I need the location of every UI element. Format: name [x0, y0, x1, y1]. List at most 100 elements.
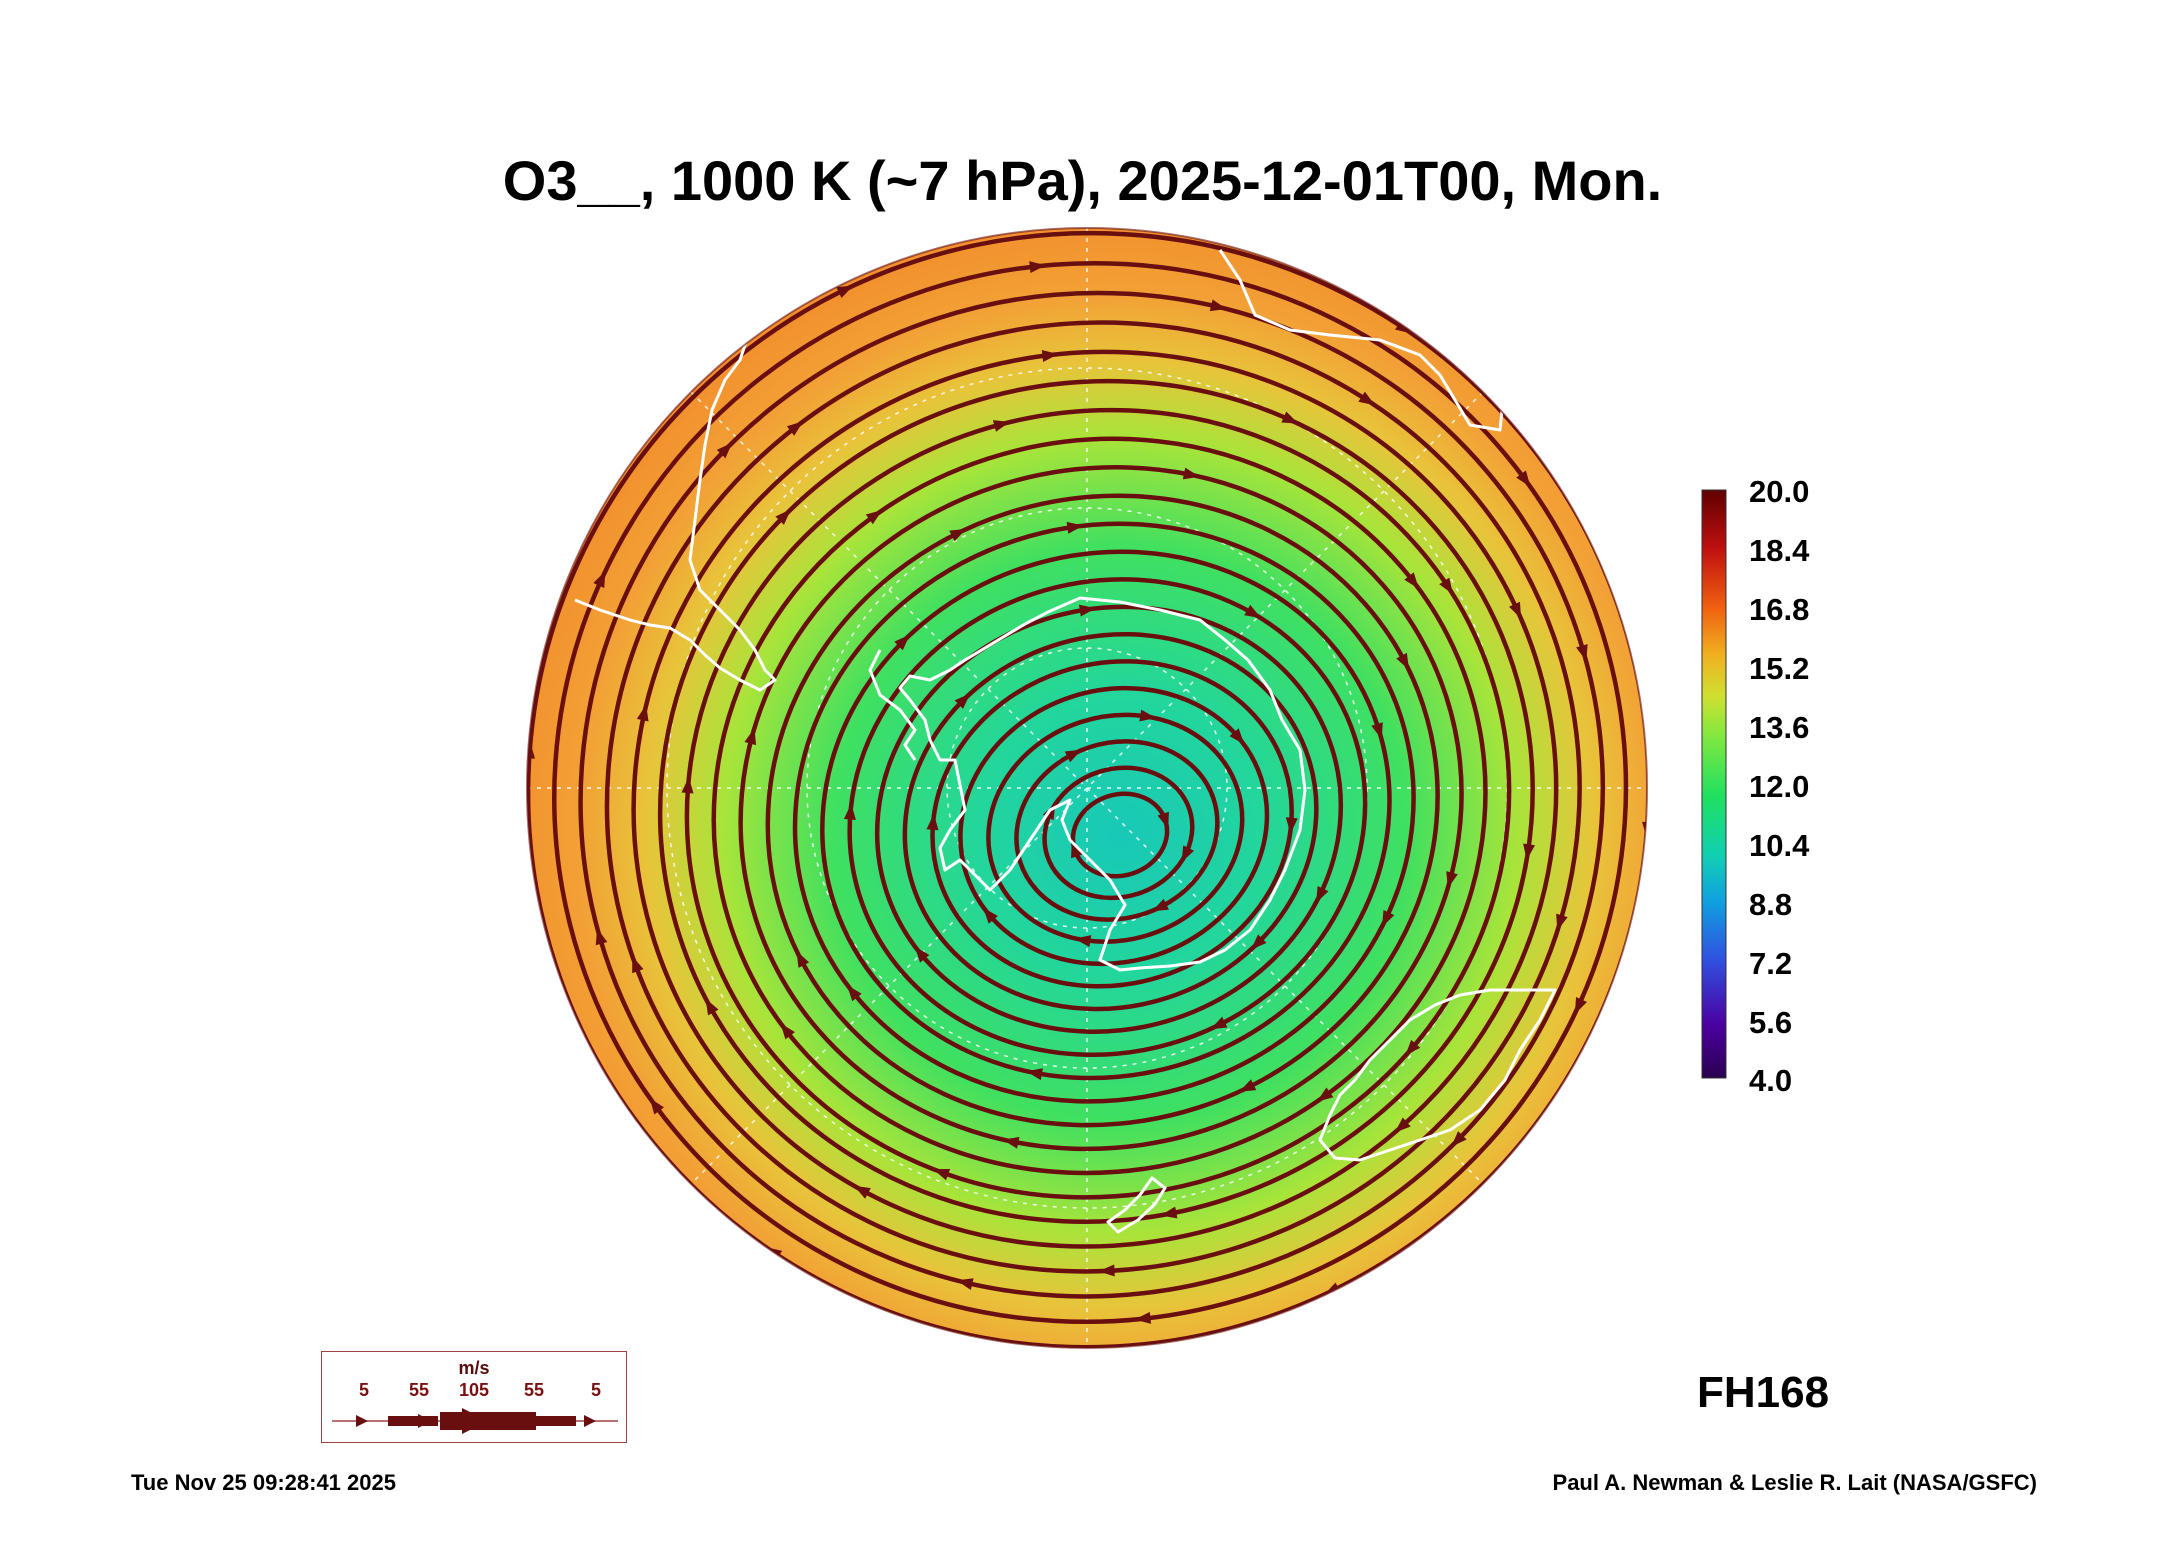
- streamline-arrow: [1576, 644, 1588, 662]
- streamline-arrow: [1509, 601, 1522, 619]
- streamline: [711, 436, 1488, 1176]
- streamline: [902, 631, 1319, 1012]
- streamline-arrow: [632, 956, 644, 974]
- streamline-arrow: [1157, 811, 1169, 829]
- streamline-arrow: [705, 998, 719, 1016]
- streamline-arrow: [1316, 1087, 1334, 1102]
- colorbar-label: 4.0: [1749, 1063, 1793, 1098]
- streamline-arrow: [1574, 997, 1587, 1015]
- streamline: [958, 685, 1270, 967]
- map-border: [526, 227, 1648, 1349]
- colorbar-label: 12.0: [1749, 769, 1810, 804]
- streamline-arrow: [1394, 1117, 1411, 1133]
- streamline-arrow: [1666, 795, 1678, 811]
- streamline-arrow: [1002, 1136, 1020, 1149]
- colorbar-label: 7.2: [1749, 946, 1793, 981]
- streamline-arrow: [894, 634, 910, 651]
- wind-unit-label: m/s: [458, 1358, 490, 1378]
- colorbar-label: 10.4: [1749, 828, 1810, 863]
- streamline-arrow: [1404, 572, 1419, 589]
- streamline: [631, 349, 1559, 1249]
- colorbar-label: 8.8: [1749, 887, 1793, 922]
- streamline-arrow: [681, 777, 694, 794]
- streamline-arrow: [1229, 728, 1245, 745]
- streamline: [930, 659, 1294, 989]
- streamline-arrow: [1382, 909, 1395, 928]
- colorbar-label: 20.0: [1749, 474, 1810, 509]
- wind-label: 55: [408, 1380, 430, 1400]
- streamline-arrow: [550, 1020, 563, 1038]
- streamline-arrow: [843, 803, 856, 820]
- streamline-arrow: [983, 907, 998, 924]
- streamline: [604, 320, 1582, 1274]
- streamline-arrow: [1371, 722, 1383, 740]
- streamline-arrow: [1244, 604, 1262, 619]
- streamline-arrow: [1181, 845, 1194, 863]
- chart-title: O3__, 1000 K (~7 hPa), 2025-12-01T00, Mo…: [502, 149, 1663, 212]
- streamline-arrow: [1433, 1245, 1450, 1260]
- streamline-arrow: [1182, 467, 1200, 480]
- colorbar-label: 5.6: [1749, 1005, 1793, 1040]
- streamline-arrow: [954, 693, 971, 709]
- streamline-arrow: [1209, 299, 1227, 312]
- streamline-arrow: [1516, 470, 1531, 487]
- streamline: [1042, 765, 1195, 901]
- streamline-arrow: [992, 420, 1010, 432]
- streamline-arrow: [1079, 604, 1096, 617]
- wind-label: 105: [458, 1380, 490, 1400]
- streamline-arrow: [1453, 330, 1470, 346]
- streamline-arrow: [1074, 935, 1092, 948]
- streamline-arrow: [933, 1168, 951, 1181]
- antarctica-coastline: [898, 596, 1307, 972]
- streamline: [874, 604, 1344, 1034]
- australia-coastline: [1318, 988, 1557, 1162]
- streamline: [657, 378, 1535, 1224]
- streamline-arrow: [956, 1278, 974, 1290]
- streamline-arrow: [1239, 1079, 1257, 1092]
- colorbar-label: 13.6: [1749, 710, 1810, 745]
- streamline-arrow: [1250, 934, 1267, 950]
- south-america-coastline: [574, 329, 777, 692]
- streamline: [684, 407, 1512, 1200]
- streamline-arrow: [1396, 652, 1409, 670]
- streamline-arrow: [1139, 709, 1157, 722]
- coastlines: [574, 249, 1557, 1234]
- streamline: [847, 577, 1368, 1058]
- author-credit: Paul A. Newman & Leslie R. Lait (NASA/GS…: [1552, 1470, 2037, 1495]
- wind-label: 55: [523, 1380, 545, 1400]
- africa-coastline: [1218, 249, 1504, 432]
- streamline: [1014, 739, 1220, 922]
- streamline-arrow: [1026, 1068, 1043, 1081]
- streamline-arrow: [1151, 898, 1169, 912]
- new-zealand-coastline: [1106, 1176, 1167, 1234]
- streamline-arrow: [1439, 577, 1454, 595]
- colorbar-label: 18.4: [1749, 533, 1810, 568]
- streamline-arrow: [1285, 817, 1298, 834]
- streamline-arrow: [1098, 1264, 1115, 1277]
- wind-streamlines: [527, 228, 1647, 1348]
- wind-speed-legend: m/s 5 55 105 55 5: [321, 1351, 627, 1443]
- streamline-arrow: [775, 509, 791, 525]
- colorbar-label: 16.8: [1749, 592, 1810, 627]
- streamline-arrow: [1064, 749, 1082, 763]
- streamline: [578, 290, 1606, 1299]
- streamline-arrow: [744, 728, 757, 746]
- streamline-arrow: [1066, 521, 1084, 534]
- streamline: [986, 712, 1245, 944]
- streamline: [765, 493, 1440, 1128]
- streamline: [738, 465, 1464, 1152]
- streamline-arrow: [1446, 871, 1458, 889]
- streamline-arrow: [593, 570, 606, 588]
- streamline-arrow: [1041, 350, 1059, 362]
- streamline-arrow: [786, 421, 804, 436]
- streamline-arrow: [1451, 1131, 1467, 1147]
- streamline-arrow: [649, 1098, 664, 1115]
- streamline-arrow: [914, 946, 930, 963]
- streamline-arrow: [780, 1023, 795, 1040]
- colorbar: [1701, 489, 1727, 1079]
- streamline-arrow: [1029, 261, 1046, 274]
- streamline-arrow: [865, 510, 883, 525]
- streamline-arrow: [1358, 391, 1376, 406]
- streamline-arrow: [836, 285, 854, 298]
- streamline-arrow: [796, 950, 810, 968]
